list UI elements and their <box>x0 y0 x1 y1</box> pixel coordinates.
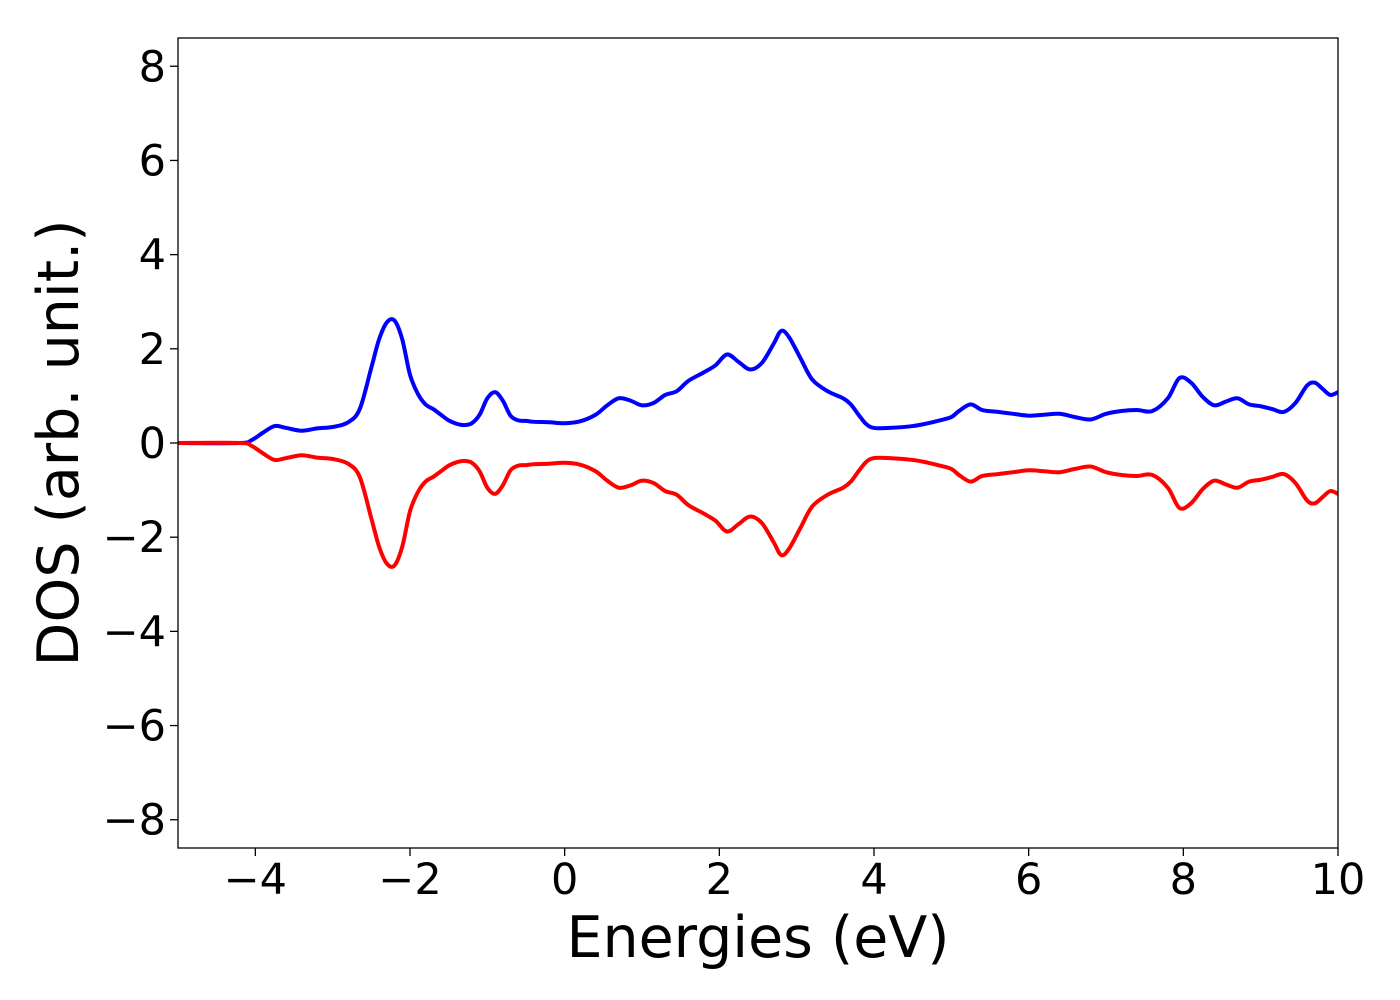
y-tick-label: −2 <box>103 513 166 563</box>
y-tick-label: 6 <box>139 136 166 186</box>
y-axis-label: DOS (arb. unit.) <box>26 220 92 667</box>
y-tick-label: 4 <box>139 231 166 281</box>
x-tick-label: 10 <box>1311 855 1366 905</box>
x-tick-label: −2 <box>378 855 441 905</box>
y-tick-label: −6 <box>103 702 166 752</box>
series-layer <box>178 317 1338 569</box>
x-tick-label: 4 <box>860 855 887 905</box>
y-tick-label: 8 <box>139 42 166 92</box>
x-tick-label: −4 <box>224 855 287 905</box>
x-axis-label: Energies (eV) <box>566 905 949 971</box>
x-tick-label: 2 <box>706 855 733 905</box>
y-tick-label: 0 <box>139 419 166 469</box>
x-tick-label: 6 <box>1015 855 1042 905</box>
y-tick-label: 2 <box>139 325 166 375</box>
x-tick-label: 0 <box>551 855 578 905</box>
y-axis-ticks: −8 −6 −4 −2 0 2 4 6 8 <box>103 42 178 846</box>
x-tick-label: 8 <box>1170 855 1197 905</box>
series-line-blue <box>178 317 1338 446</box>
y-tick-label: −8 <box>103 796 166 846</box>
y-tick-label: −4 <box>103 607 166 657</box>
x-axis-ticks: −4 −2 0 2 4 6 8 10 <box>224 848 1366 905</box>
series-line-red <box>178 440 1338 569</box>
